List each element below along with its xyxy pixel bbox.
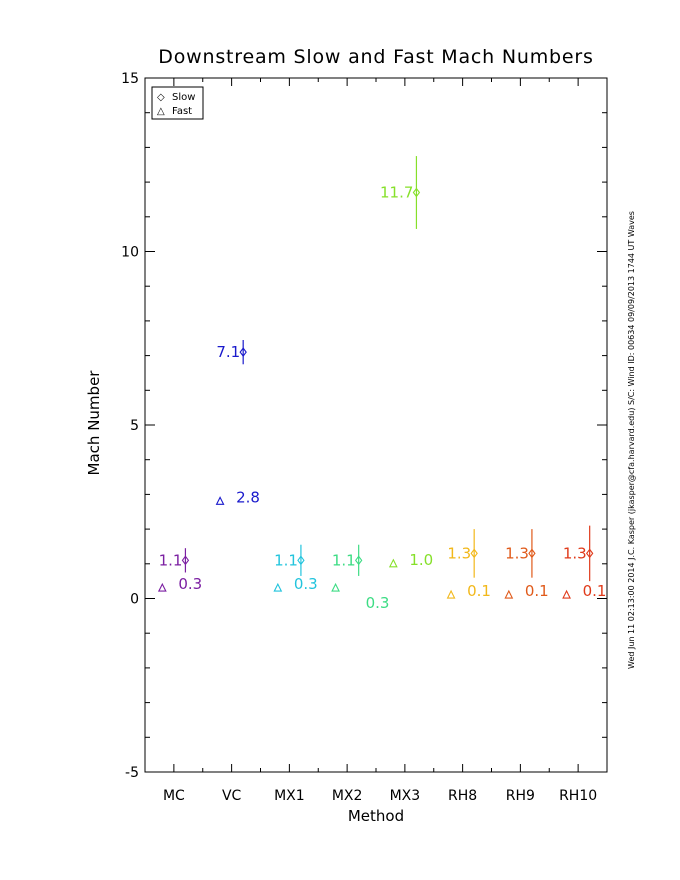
slow-value-label: 11.7	[380, 184, 413, 202]
x-axis-title: Method	[348, 807, 404, 825]
fast-point-mx3: 1.0	[388, 551, 433, 569]
data-marks: 1.1 7.1 1.1 1.1 11.7 1.3 1.3 1.3 0.3 2.8 0.3 0.3 1.0…	[157, 156, 607, 612]
slow-marker	[181, 555, 190, 566]
slow-marker	[297, 555, 305, 566]
fast-value-label: 0.3	[366, 594, 390, 612]
fast-value-label: 1.0	[409, 551, 433, 569]
x-tick-label: MC	[163, 788, 185, 804]
slow-marker	[585, 548, 594, 559]
side-note: Wed Jun 11 02:13:00 2014 J.C. Kasper (jk…	[627, 211, 636, 669]
fast-marker	[504, 589, 514, 599]
slow-value-label: 1.1	[332, 551, 356, 569]
y-tick-label: -5	[125, 765, 139, 781]
fast-marker	[273, 582, 283, 592]
fast-value-label: 0.1	[525, 582, 549, 600]
y-axis-ticks: -5 0 5 10 15	[121, 71, 607, 781]
slow-point-rh10: 1.3	[563, 525, 594, 582]
slow-value-label: 1.3	[505, 544, 529, 562]
x-tick-label: MX1	[274, 788, 305, 804]
chart-title: Downstream Slow and Fast Mach Numbers	[158, 46, 593, 68]
slow-point-rh8: 1.3	[447, 529, 478, 578]
x-tick-label: MX3	[390, 788, 421, 804]
x-tick-label: RH10	[559, 788, 597, 804]
x-tick-label: RH8	[448, 788, 477, 804]
y-tick-label: 10	[121, 245, 139, 261]
fast-point-vc: 2.8	[215, 488, 260, 506]
slow-value-label: 7.1	[216, 343, 240, 361]
fast-value-label: 0.3	[178, 575, 202, 593]
fast-value-label: 0.1	[467, 582, 491, 600]
slow-value-label: 1.3	[563, 544, 587, 562]
x-axis-ticks: MC VC MX1 MX2 MX3 RH8 RH9 RH10	[163, 78, 597, 804]
y-axis-title: Mach Number	[85, 370, 103, 476]
fast-marker	[388, 558, 398, 568]
x-tick-label: MX2	[332, 788, 363, 804]
fast-marker	[157, 582, 167, 592]
y-tick-label: 5	[130, 418, 139, 434]
fast-point-mx2: 0.3	[331, 582, 390, 612]
fast-value-label: 0.3	[294, 575, 318, 593]
fast-marker	[446, 589, 456, 599]
plot-border	[144, 77, 608, 773]
plot-frame	[144, 77, 608, 773]
slow-marker	[354, 555, 363, 566]
fast-value-label: 2.8	[236, 488, 260, 506]
fast-point-rh8: 0.1	[446, 582, 491, 600]
slow-point-mx3: 11.7	[380, 156, 421, 229]
slow-marker	[412, 187, 421, 198]
y-tick-label: 0	[130, 592, 139, 608]
x-tick-label: VC	[222, 788, 242, 804]
legend: ◇ Slow △ Fast	[151, 86, 204, 120]
fast-marker	[562, 589, 571, 599]
legend-fast-symbol: △	[157, 106, 165, 117]
slow-point-vc: 7.1	[216, 339, 247, 365]
fast-point-mc: 0.3	[157, 575, 202, 593]
slow-point-mx2: 1.1	[332, 544, 363, 576]
legend-slow-label: Slow	[172, 92, 195, 103]
slow-marker	[528, 548, 536, 559]
fast-point-mx1: 0.3	[273, 575, 318, 593]
slow-value-label: 1.1	[274, 551, 298, 569]
fast-point-rh9: 0.1	[504, 582, 549, 600]
y-tick-label: 15	[121, 71, 139, 87]
fast-marker	[215, 496, 225, 505]
legend-box	[151, 86, 204, 120]
x-tick-label: RH9	[506, 788, 535, 804]
slow-value-label: 1.1	[159, 551, 183, 569]
fast-value-label: 0.1	[583, 582, 607, 600]
slow-marker	[470, 548, 478, 559]
slow-value-label: 1.3	[447, 544, 471, 562]
slow-point-mx1: 1.1	[274, 544, 305, 576]
legend-fast-label: Fast	[172, 106, 192, 117]
slow-point-mc: 1.1	[159, 548, 190, 573]
fast-marker	[331, 582, 340, 592]
slow-point-rh9: 1.3	[505, 529, 536, 578]
slow-marker	[239, 347, 247, 358]
legend-slow-symbol: ◇	[157, 92, 165, 103]
fast-point-rh10: 0.1	[562, 582, 607, 600]
